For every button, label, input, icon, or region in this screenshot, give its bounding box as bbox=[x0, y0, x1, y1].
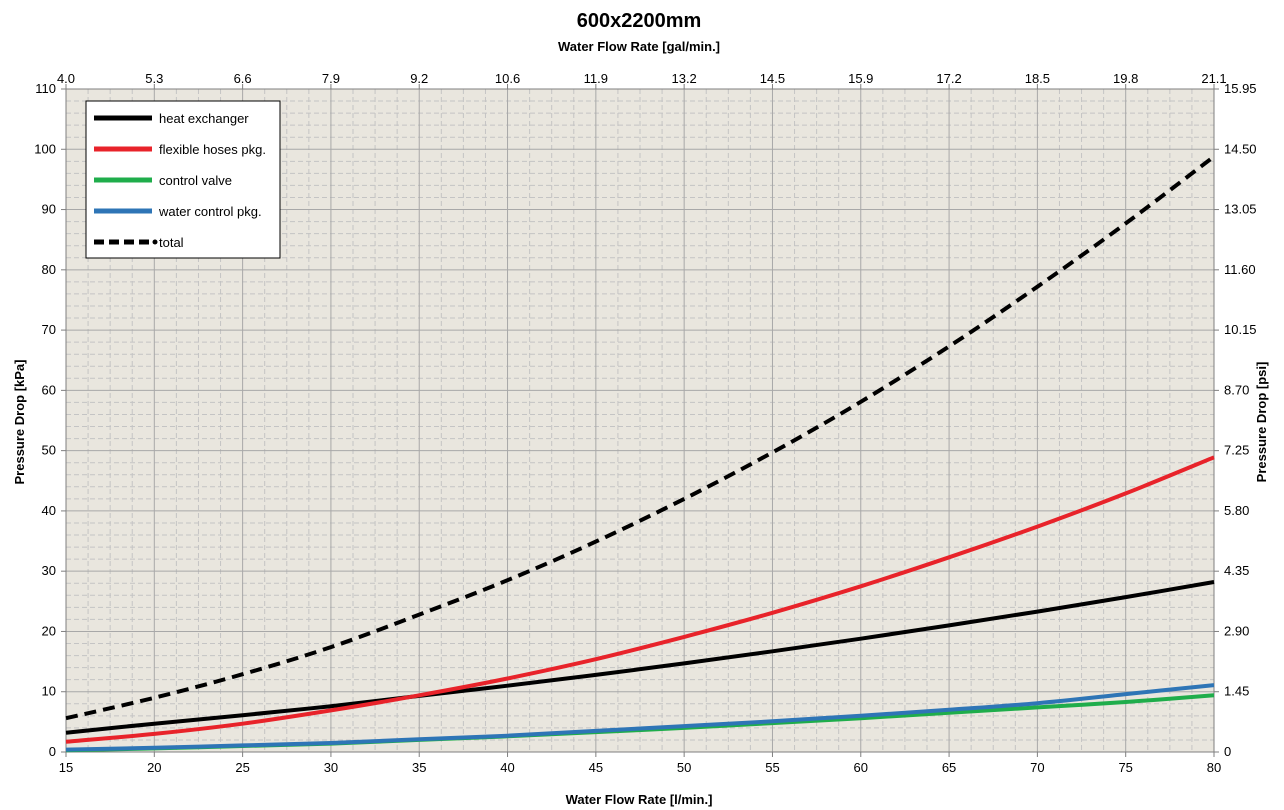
x-tick-label: 60 bbox=[854, 760, 868, 775]
series-lines bbox=[65, 154, 1216, 753]
x2-tick-label: 19.8 bbox=[1113, 71, 1138, 86]
y2-tick-label: 8.70 bbox=[1224, 382, 1249, 397]
legend-label-control-valve: control valve bbox=[159, 173, 232, 188]
x2-tick-label: 11.9 bbox=[584, 71, 608, 86]
y-tick-label: 30 bbox=[42, 563, 56, 578]
x2-tick-label: 7.9 bbox=[322, 71, 340, 86]
x-tick-label: 35 bbox=[412, 760, 426, 775]
y-tick-label: 60 bbox=[42, 382, 56, 397]
x-tick-label: 50 bbox=[677, 760, 691, 775]
x-axis-title: Water Flow Rate [l/min.] bbox=[566, 792, 713, 807]
x2-tick-label: 5.3 bbox=[145, 71, 163, 86]
legend-label-flexible-hoses-pkg: flexible hoses pkg. bbox=[159, 142, 266, 157]
series-line-water-control-pkg bbox=[65, 683, 1215, 752]
x-tick-label: 70 bbox=[1030, 760, 1044, 775]
y-tick-label: 10 bbox=[42, 684, 56, 699]
x2-tick-label: 21.1 bbox=[1201, 71, 1226, 86]
x-tick-label: 15 bbox=[59, 760, 73, 775]
y-tick-label: 40 bbox=[42, 503, 56, 518]
x2-tick-label: 15.9 bbox=[848, 71, 873, 86]
x-tick-label: 20 bbox=[147, 760, 161, 775]
y2-tick-label: 14.50 bbox=[1224, 141, 1257, 156]
y-axis-ticks: 0 10 20 30 40 50 60 70 80 90 100 110 bbox=[34, 81, 66, 759]
x2-tick-label: 6.6 bbox=[234, 71, 252, 86]
x-tick-label: 80 bbox=[1207, 760, 1221, 775]
y-tick-label: 20 bbox=[42, 623, 56, 638]
legend-label-heat-exchanger: heat exchanger bbox=[159, 111, 249, 126]
x2-tick-label: 10.6 bbox=[495, 71, 520, 86]
x2-axis-ticks: 4.0 5.3 6.6 7.9 9.2 10.6 11.9 13.2 14.5 15.9 17.2 1… bbox=[57, 71, 1227, 89]
x-tick-label: 45 bbox=[589, 760, 603, 775]
y2-tick-label: 4.35 bbox=[1224, 563, 1249, 578]
y2-axis-title: Pressure Drop [psi] bbox=[1254, 362, 1269, 483]
plot-border bbox=[65, 88, 1215, 753]
x-tick-label: 30 bbox=[324, 760, 338, 775]
y-tick-label: 80 bbox=[42, 262, 56, 277]
y2-tick-label: 13.05 bbox=[1224, 202, 1257, 217]
x-tick-label: 65 bbox=[942, 760, 956, 775]
legend: heat exchanger flexible hoses pkg. control… bbox=[85, 100, 281, 259]
y-tick-label: 50 bbox=[42, 443, 56, 458]
y-axis-title: Pressure Drop [kPa] bbox=[12, 360, 27, 485]
y2-tick-label: 2.90 bbox=[1224, 623, 1249, 638]
x-tick-label: 40 bbox=[500, 760, 514, 775]
y-tick-label: 100 bbox=[34, 141, 56, 156]
legend-marker-total bbox=[152, 239, 158, 245]
y2-tick-label: 7.25 bbox=[1224, 443, 1249, 458]
y2-tick-label: 15.95 bbox=[1224, 81, 1257, 96]
x2-tick-label: 14.5 bbox=[760, 71, 785, 86]
x2-tick-label: 13.2 bbox=[671, 71, 696, 86]
series-line-total bbox=[65, 154, 1216, 721]
x2-tick-label: 4.0 bbox=[57, 71, 75, 86]
y-tick-label: 0 bbox=[49, 744, 56, 759]
y2-tick-label: 1.45 bbox=[1224, 684, 1249, 699]
x2-tick-label: 18.5 bbox=[1025, 71, 1050, 86]
x2-tick-label: 17.2 bbox=[936, 71, 961, 86]
x2-tick-label: 9.2 bbox=[410, 71, 428, 86]
x-tick-label: 25 bbox=[235, 760, 249, 775]
y-tick-label: 90 bbox=[42, 202, 56, 217]
legend-label-total: total bbox=[159, 235, 184, 250]
x-axis-ticks: 15 20 25 30 35 40 45 50 55 60 65 70 75 80 bbox=[59, 752, 1221, 775]
x-tick-label: 75 bbox=[1118, 760, 1132, 775]
legend-label-water-control-pkg: water control pkg. bbox=[158, 204, 262, 219]
y2-axis-ticks: 0 1.45 2.90 4.35 5.80 7.25 8.70 10.15 11.60 13.05… bbox=[1214, 81, 1257, 759]
series-line-heat-exchanger bbox=[65, 580, 1215, 735]
x-tick-label: 55 bbox=[765, 760, 779, 775]
y2-tick-label: 10.15 bbox=[1224, 322, 1257, 337]
y-tick-label: 110 bbox=[35, 81, 56, 96]
y2-tick-label: 11.60 bbox=[1224, 262, 1256, 277]
y-tick-label: 70 bbox=[42, 322, 56, 337]
series-line-flexible-hoses-pkg bbox=[65, 455, 1215, 744]
x2-axis-title: Water Flow Rate [gal/min.] bbox=[558, 39, 720, 54]
y2-tick-label: 5.80 bbox=[1224, 503, 1249, 518]
chart-title: 600x2200mm bbox=[577, 10, 702, 32]
y2-tick-label: 0 bbox=[1224, 744, 1231, 759]
minor-gridlines bbox=[66, 89, 1214, 752]
